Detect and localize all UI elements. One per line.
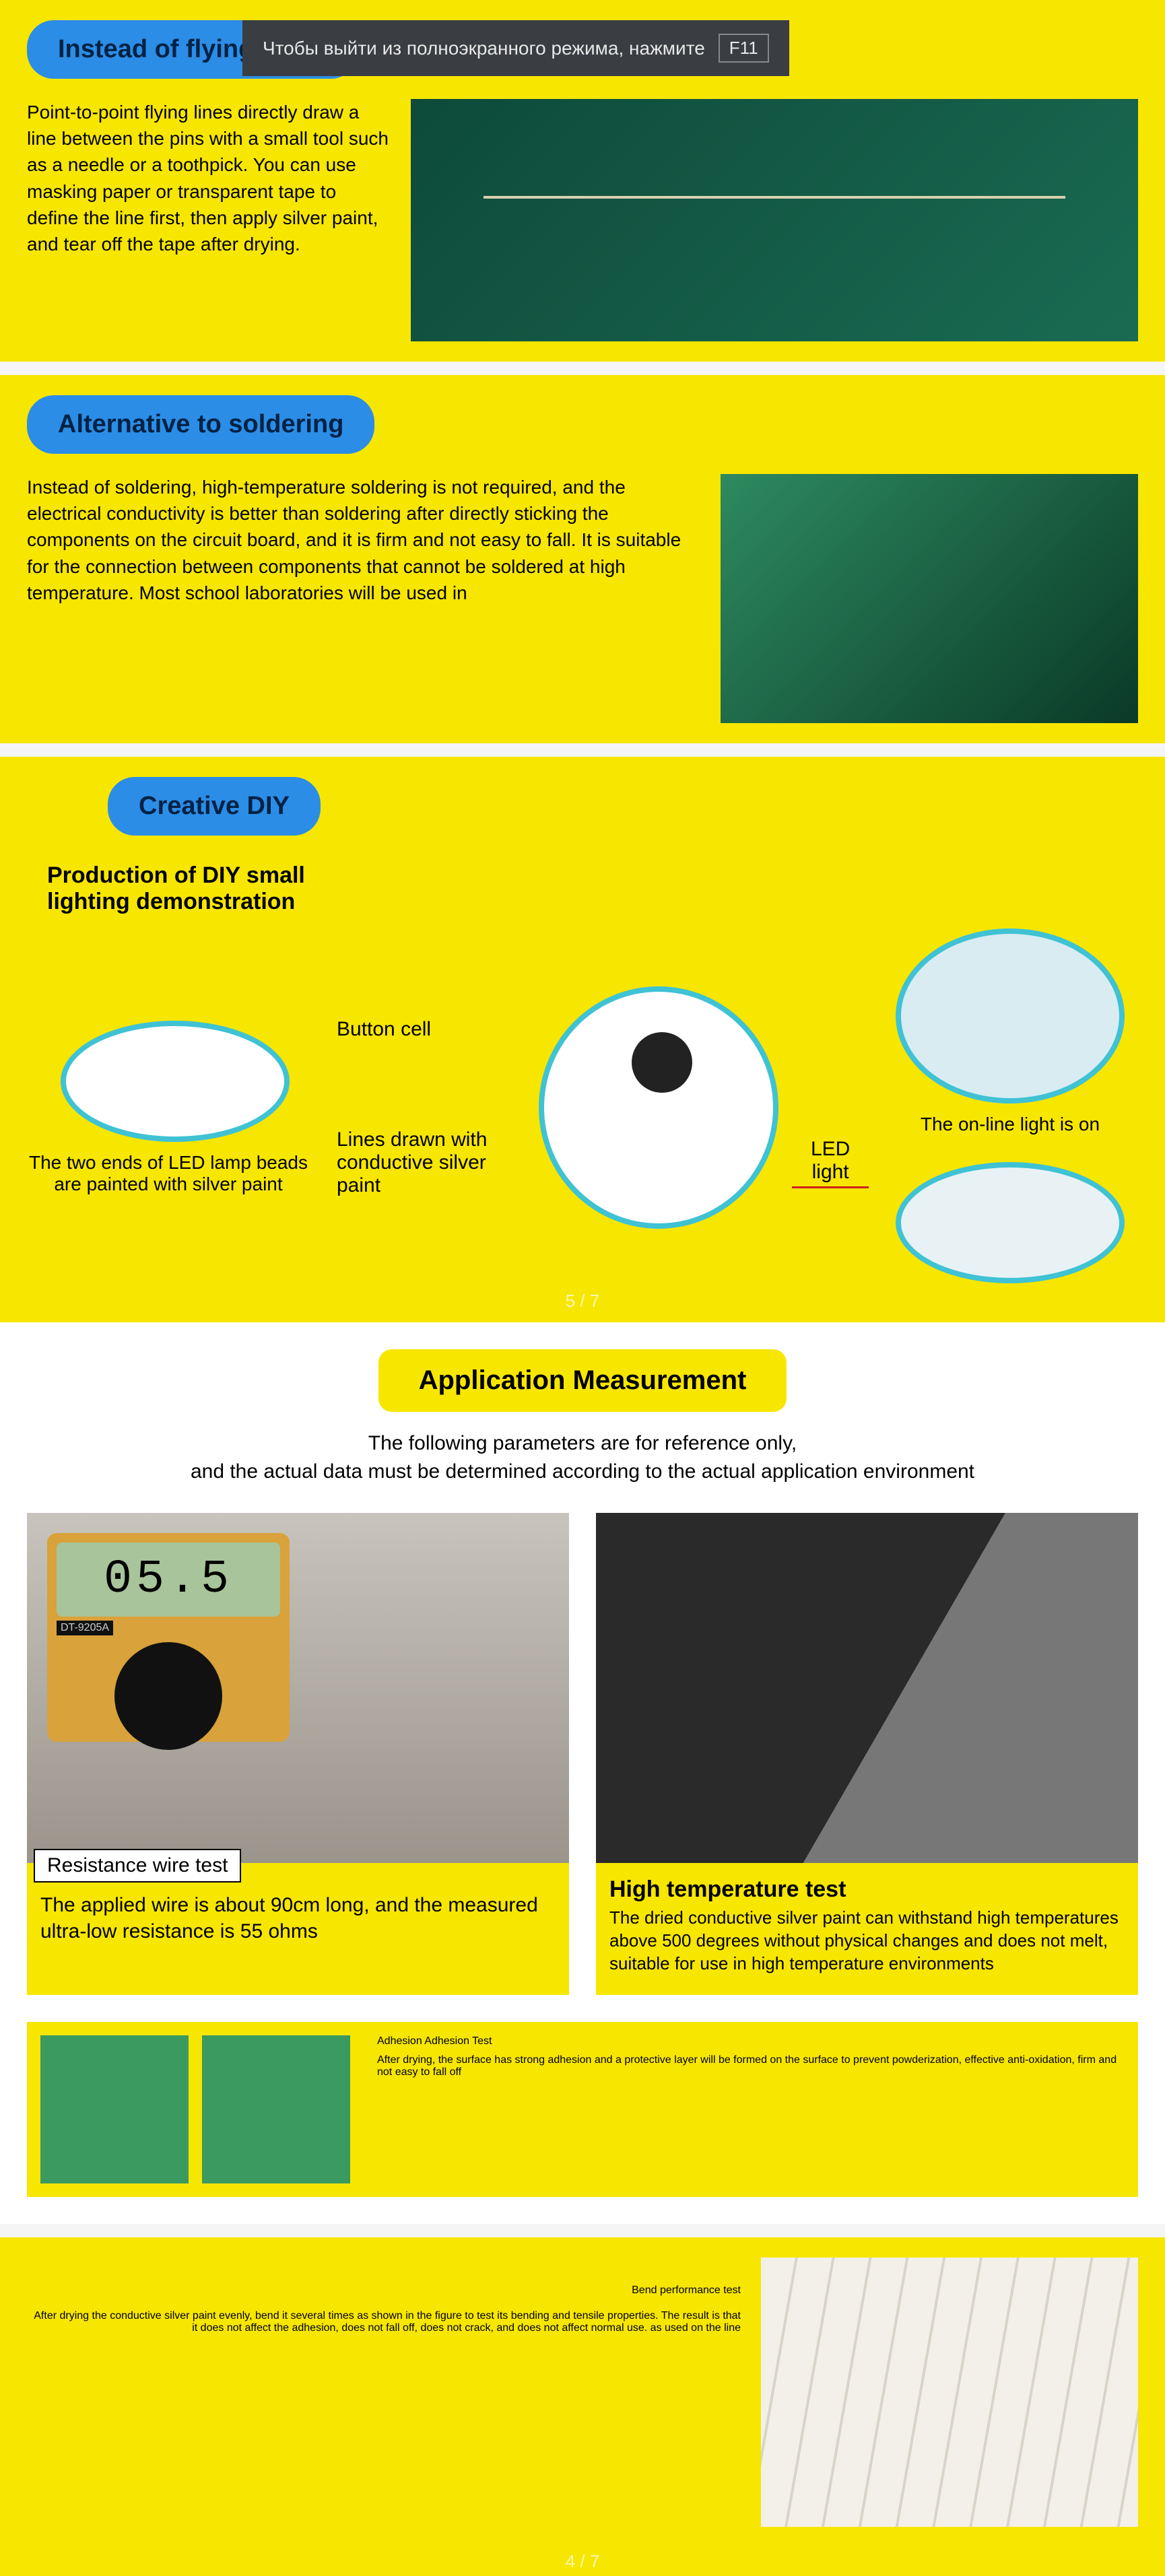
button-cell-icon [632, 1032, 692, 1093]
section-flying-body: Point-to-point flying lines directly dra… [27, 99, 391, 257]
fullscreen-key-hint: F11 [719, 34, 769, 63]
bend-title: Bend performance test [27, 2284, 741, 2297]
app-measurement-title: Application Measurement [378, 1349, 787, 1412]
subnote-line1: The following parameters are for referen… [368, 1432, 797, 1454]
bend-body: After drying the conductive silver paint… [27, 2310, 741, 2334]
section-application-measurement: Application Measurement The following pa… [0, 1322, 1165, 2224]
page-indicator-5-7: 5 / 7 [27, 1287, 1138, 1316]
card-high-temp-test: High temperature test The dried conducti… [596, 1513, 1138, 1995]
label-lines: Lines drawn with conductive silver paint [337, 1128, 525, 1197]
diy-caption-left: The two ends of LED lamp beads are paint… [27, 1152, 310, 1195]
online-light-image [896, 928, 1125, 1104]
resistance-label: Resistance wire test [34, 1849, 241, 1883]
card-resistance-test: 05.5 DT-9205A Resistance wire test The a… [27, 1513, 569, 1995]
high-temp-title: High temperature test [609, 1876, 1125, 1903]
section-soldering-title: Alternative to soldering [27, 395, 374, 454]
pcb-trace-image [411, 99, 1138, 341]
high-temp-body: The dried conductive silver paint can wi… [609, 1907, 1125, 1975]
diy-caption-right: The on-line light is on [882, 1114, 1138, 1135]
lit-led-image [896, 1162, 1125, 1283]
fullscreen-exit-notice: Чтобы выйти из полноэкранного режима, на… [242, 20, 789, 76]
section-bend-test: Bend performance test After drying the c… [0, 2237, 1165, 2547]
diy-subtitle: Production of DIY small lighting demonst… [47, 862, 384, 915]
adhesion-title: Adhesion Adhesion Test [377, 2035, 1125, 2047]
adhesion-image-2 [202, 2035, 350, 2183]
section-soldering: Alternative to soldering Instead of sold… [0, 375, 1165, 743]
smd-component-image [721, 474, 1138, 723]
bend-image [761, 2258, 1138, 2527]
multimeter-model: DT-9205A [57, 1621, 113, 1635]
section-creative-diy: Creative DIY Production of DIY small lig… [0, 757, 1165, 1322]
label-led: LED light [792, 1138, 869, 1188]
led-bead-image [61, 1021, 290, 1142]
heat-gun-image [596, 1513, 1138, 1863]
section-soldering-body: Instead of soldering, high-temperature s… [27, 474, 700, 606]
subnote-line2: and the actual data must be determined a… [191, 1460, 974, 1483]
page-indicator-4-7: 4 / 7 [0, 2547, 1165, 2576]
multimeter-image: 05.5 DT-9205A [27, 1513, 569, 1863]
fullscreen-notice-text: Чтобы выйти из полноэкранного режима, на… [263, 38, 705, 59]
resistance-caption: The applied wire is about 90cm long, and… [40, 1892, 556, 1944]
section-diy-title: Creative DIY [108, 777, 321, 836]
assembly-image [539, 986, 778, 1229]
row-adhesion-test: Adhesion Adhesion Test After drying, the… [27, 2022, 1138, 2197]
app-measurement-subnote: The following parameters are for referen… [27, 1429, 1138, 1486]
adhesion-body: After drying, the surface has strong adh… [377, 2054, 1125, 2078]
label-button-cell: Button cell [337, 1018, 525, 1041]
multimeter-readout: 05.5 [57, 1543, 280, 1617]
adhesion-image-1 [40, 2035, 189, 2183]
